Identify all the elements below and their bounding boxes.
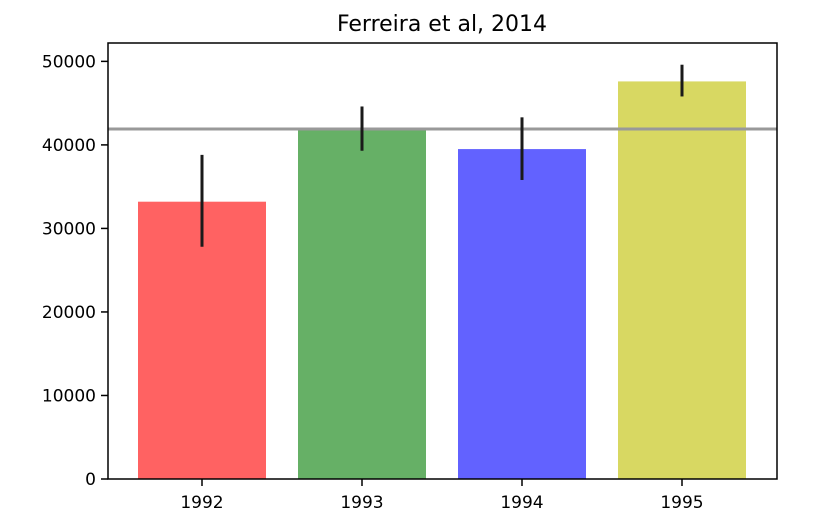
x-tick-label: 1992 <box>180 493 223 513</box>
y-tick-label: 0 <box>85 470 96 490</box>
y-tick-label: 40000 <box>42 136 96 156</box>
bar-1993 <box>298 128 426 479</box>
x-tick-label: 1995 <box>660 493 703 513</box>
y-tick-label: 10000 <box>42 386 96 406</box>
chart-title: Ferreira et al, 2014 <box>337 12 547 37</box>
bar-1992 <box>138 201 266 479</box>
y-tick-label: 50000 <box>42 52 96 72</box>
bar-1994 <box>458 149 586 479</box>
x-axis: 1992 1993 1994 1995 <box>180 479 704 513</box>
error-bars-layer <box>200 64 684 247</box>
y-tick-label: 30000 <box>42 219 96 239</box>
bars-layer <box>138 81 746 480</box>
x-tick-label: 1994 <box>500 493 543 513</box>
bar-1995 <box>618 81 746 480</box>
y-tick-label: 20000 <box>42 303 96 323</box>
x-tick-label: 1993 <box>340 493 383 513</box>
plot-frame <box>107 42 778 480</box>
y-axis: 0 10000 20000 30000 40000 50000 <box>42 52 108 490</box>
